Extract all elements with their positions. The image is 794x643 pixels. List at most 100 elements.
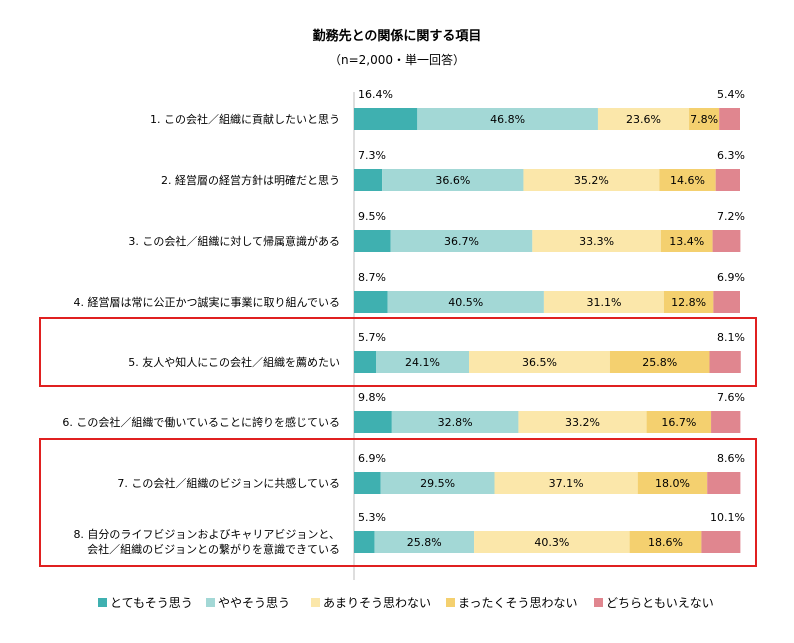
category-label: 1. この会社／組織に貢献したいと思う — [150, 112, 340, 126]
bar-segment — [382, 169, 524, 191]
bar-segment — [354, 531, 375, 553]
bar-segment — [354, 472, 381, 494]
legend-label: どちらともいえない — [606, 596, 714, 610]
data-label: 29.5% — [420, 477, 455, 490]
legend-label: あまりそう思わない — [323, 596, 431, 610]
bar-segment — [469, 351, 610, 373]
bar-segment — [707, 472, 741, 494]
bar-segment — [713, 291, 740, 313]
data-label: 6.3% — [717, 149, 745, 162]
bar-segment — [712, 230, 741, 252]
bar-segment — [719, 108, 740, 130]
category-label: 4. 経営層は常に公正かつ誠実に事業に取り組んでいる — [74, 295, 340, 309]
data-label: 35.2% — [574, 174, 609, 187]
legend-swatch — [206, 598, 215, 607]
bar-segment — [663, 291, 714, 313]
data-label: 14.6% — [670, 174, 705, 187]
data-label: 8.7% — [358, 271, 386, 284]
data-label: 13.4% — [669, 235, 704, 248]
bar-segment — [711, 411, 741, 433]
bars-layer: 1. この会社／組織に貢献したいと思う 16.4% 46.8% 23.6% 7.8% 5.… — [39, 88, 757, 580]
legend: とてもそう思う ややそう思う あまりそう思わない まったくそう思わない どちらともいえな… — [98, 596, 714, 610]
bar-segment — [474, 531, 630, 553]
bar-segment — [390, 230, 533, 252]
data-label: 7.8% — [690, 113, 718, 126]
bar-segment — [354, 108, 418, 130]
data-label: 5.3% — [358, 511, 386, 524]
data-label: 32.8% — [438, 416, 473, 429]
category-label: 5. 友人や知人にこの会社／組織を薦めたい — [128, 355, 340, 369]
data-label: 25.8% — [407, 536, 442, 549]
category-label: 3. この会社／組織に対して帰属意識がある — [128, 234, 340, 248]
category-label: 8. 自分のライフビジョンおよびキャリアビジョンと、会社／組織のビジョンとの繋が… — [73, 528, 340, 556]
bar-segment — [387, 291, 544, 313]
bar-segment — [354, 411, 392, 433]
bar-segment — [597, 108, 690, 130]
data-label: 5.7% — [358, 331, 386, 344]
bar-segment — [391, 411, 519, 433]
legend-label: とてもそう思う — [110, 596, 193, 610]
data-label: 37.1% — [549, 477, 584, 490]
data-label: 36.6% — [435, 174, 470, 187]
data-label: 24.1% — [405, 356, 440, 369]
data-label: 5.4% — [717, 88, 745, 101]
data-label: 40.3% — [534, 536, 569, 549]
data-label: 8.1% — [717, 331, 745, 344]
bar-segment — [689, 108, 720, 130]
category-label-line: 会社／組織のビジョンとの繋がりを意識できている — [87, 542, 340, 556]
bar-segment — [523, 169, 660, 191]
data-label: 33.2% — [565, 416, 600, 429]
bar-segment — [659, 169, 716, 191]
bar-segment — [354, 351, 377, 373]
legend-swatch — [446, 598, 455, 607]
data-label: 8.6% — [717, 452, 745, 465]
data-label: 9.8% — [358, 391, 386, 404]
bar-segment — [417, 108, 598, 130]
data-label: 36.7% — [444, 235, 479, 248]
bar-segment — [380, 472, 495, 494]
data-label: 10.1% — [710, 511, 745, 524]
data-label: 25.8% — [642, 356, 677, 369]
bar-segment — [354, 169, 383, 191]
legend-label: まったくそう思わない — [458, 596, 578, 610]
data-label: 46.8% — [490, 113, 525, 126]
data-label: 16.4% — [358, 88, 393, 101]
data-label: 18.0% — [655, 477, 690, 490]
data-label: 9.5% — [358, 210, 386, 223]
data-label: 7.3% — [358, 149, 386, 162]
data-label: 16.7% — [661, 416, 696, 429]
bar-segment — [543, 291, 664, 313]
bar-segment — [354, 230, 391, 252]
bar-segment — [532, 230, 661, 252]
data-label: 23.6% — [626, 113, 661, 126]
category-label: 7. この会社／組織のビジョンに共感している — [117, 476, 340, 490]
legend-swatch — [98, 598, 107, 607]
chart-title: 勤務先との関係に関する項目 — [313, 28, 482, 44]
highlight-box-1 — [39, 317, 757, 387]
legend-swatch — [594, 598, 603, 607]
data-label: 6.9% — [358, 452, 386, 465]
data-label: 36.5% — [522, 356, 557, 369]
category-label-line: 8. 自分のライフビジョンおよびキャリアビジョンと、 — [73, 528, 340, 541]
bar-segment — [715, 169, 740, 191]
category-label: 2. 経営層の経営方針は明確だと思う — [161, 173, 340, 187]
data-label: 40.5% — [448, 296, 483, 309]
data-label: 33.3% — [579, 235, 614, 248]
data-label: 31.1% — [586, 296, 621, 309]
legend-label: ややそう思う — [218, 596, 290, 610]
category-label: 6. この会社／組織で働いていることに誇りを感じている — [62, 415, 340, 429]
data-label: 6.9% — [717, 271, 745, 284]
data-label: 7.2% — [717, 210, 745, 223]
bar-segment — [637, 472, 708, 494]
bar-segment — [660, 230, 713, 252]
highlight-box-2 — [39, 438, 757, 567]
data-label: 18.6% — [648, 536, 683, 549]
legend-swatch — [311, 598, 320, 607]
bar-segment — [494, 472, 638, 494]
chart-subtitle: （n=2,000・単一回答） — [329, 52, 465, 67]
bar-segment — [376, 351, 470, 373]
bar-segment — [646, 411, 712, 433]
bar-segment — [709, 351, 741, 373]
bar-segment — [629, 531, 702, 553]
